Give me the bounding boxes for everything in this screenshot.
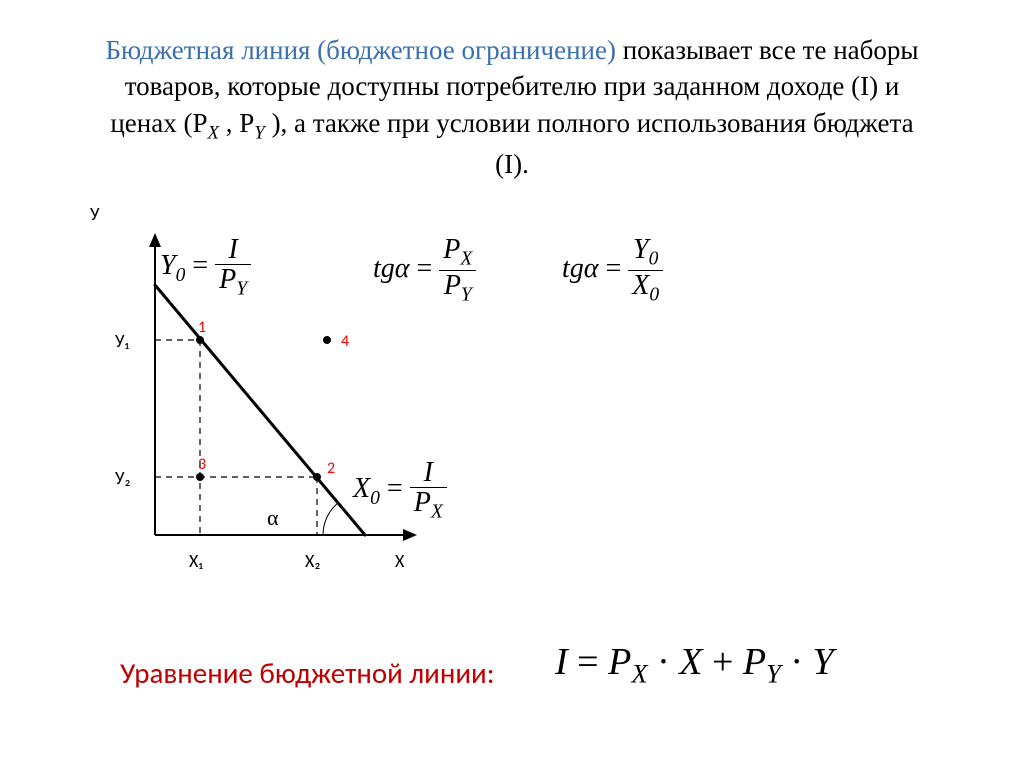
tg2-num: Y0 <box>628 235 663 270</box>
eq-I: I <box>555 641 568 683</box>
point-label-1: 1 <box>198 318 206 337</box>
tg2-alpha: α <box>584 253 599 284</box>
point-label-4: 4 <box>341 332 349 351</box>
title-highlight: Бюджетная линия (бюджетное ограничение) <box>105 35 615 65</box>
axis-label-x: Х <box>395 550 404 572</box>
budget-line-chart: У Х У₁ У₂ Х₁ Х₂ α 1234 <box>105 215 455 595</box>
page-root: Бюджетная линия (бюджетное ограничение) … <box>0 0 1024 767</box>
equation-heading: Уравнение бюджетной линии: <box>120 655 494 691</box>
eq-Px-P: P <box>608 641 631 683</box>
point-label-2: 2 <box>327 459 335 478</box>
point-label-3: 3 <box>198 455 206 474</box>
eq-eq: = <box>568 641 608 683</box>
title-sub-y: Y <box>254 122 265 143</box>
tg2-lhs: tg <box>562 253 584 284</box>
title-sub-x: X <box>207 122 219 143</box>
tg2-frac: Y0X0 <box>628 235 663 306</box>
eq-dot2: · <box>781 641 813 683</box>
budget-equation: I = PX · X + PY · Y <box>555 640 834 690</box>
formula-tg-y0-x0: tgα = Y0X0 <box>562 235 663 306</box>
alpha-label: α <box>267 505 279 531</box>
eq-Px-sub: X <box>631 659 647 689</box>
eq-Y: Y <box>813 641 834 683</box>
tick-x2: Х₂ <box>305 550 320 572</box>
eq-Py-P: P <box>743 641 766 683</box>
tick-x1: Х₁ <box>189 550 203 572</box>
tick-y1: У₁ <box>115 330 129 352</box>
eq-dot1: · <box>648 641 680 683</box>
tg2-den: X0 <box>628 270 663 306</box>
chart-svg <box>105 215 455 595</box>
eq-plus: + <box>702 641 742 683</box>
title-text-2: , P <box>219 108 254 138</box>
title-paragraph: Бюджетная линия (бюджетное ограничение) … <box>100 32 924 182</box>
eq-X: X <box>679 641 702 683</box>
title-text-3: ), а также при условии полного использов… <box>265 108 914 179</box>
tg2-eq: = <box>598 253 628 284</box>
axis-label-y: У <box>90 203 100 225</box>
tick-y2: У₂ <box>115 467 131 489</box>
eq-Py-sub: Y <box>766 659 781 689</box>
